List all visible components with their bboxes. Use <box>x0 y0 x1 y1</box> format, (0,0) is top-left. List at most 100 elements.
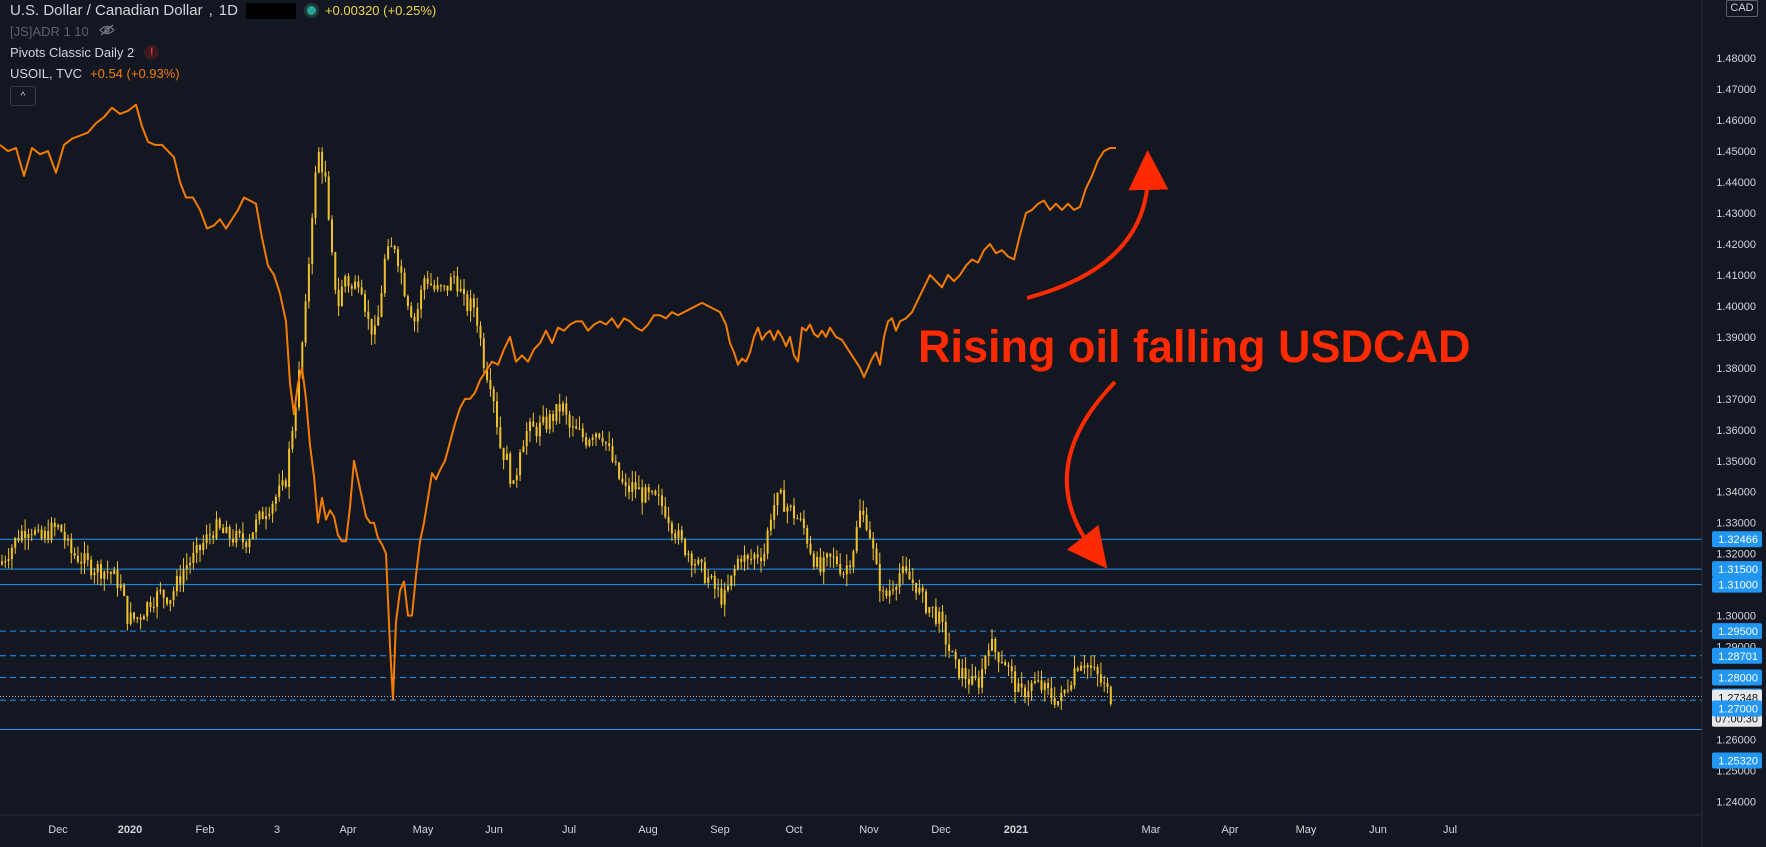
price-badge[interactable] <box>1712 531 1762 548</box>
x-tick-label: Jul <box>562 824 576 836</box>
annotation-arrow-up[interactable] <box>1026 150 1169 300</box>
candle-body <box>562 403 564 412</box>
candle-body <box>1103 682 1106 684</box>
x-tick-label: Mar <box>1142 824 1161 836</box>
candle-body <box>1047 682 1050 689</box>
candle-body <box>1093 667 1096 669</box>
collapse-legend-button[interactable]: ^ <box>10 86 36 106</box>
candle-body <box>271 503 274 514</box>
candle-body <box>208 534 211 536</box>
candle-body <box>532 421 535 427</box>
candle-body <box>1040 680 1043 691</box>
candle-body <box>199 545 201 551</box>
candle-body <box>875 548 878 565</box>
candle-body <box>1 561 3 565</box>
candle-body <box>1053 698 1056 705</box>
candle-body <box>621 478 624 483</box>
candle-body <box>769 519 772 531</box>
warning-icon[interactable]: ! <box>144 45 160 60</box>
currency-badge[interactable]: CAD <box>1726 0 1758 17</box>
candle-body <box>123 585 126 596</box>
usoil-line[interactable] <box>0 103 1116 701</box>
candle-body <box>232 538 234 543</box>
candle-body <box>76 555 79 562</box>
price-badge[interactable] <box>1712 561 1762 578</box>
candle-body <box>654 490 657 495</box>
candle-body <box>1090 665 1092 668</box>
candle-body <box>1060 693 1063 702</box>
candle-body <box>410 306 413 317</box>
candle-body <box>842 573 845 575</box>
candle-body <box>826 553 828 558</box>
candle-body <box>888 590 891 597</box>
candle-body <box>809 543 812 554</box>
candle-body <box>80 561 83 564</box>
candle-body <box>542 416 545 423</box>
candle-body <box>304 301 307 343</box>
candle-body <box>644 487 647 503</box>
candle-body <box>1080 665 1083 671</box>
candle-body <box>598 433 601 438</box>
candle-body <box>73 552 76 556</box>
candle-body <box>430 283 432 285</box>
symbol-title[interactable]: U.S. Dollar / Canadian Dollar <box>10 2 203 19</box>
candle-body <box>862 510 865 515</box>
candle-body <box>116 570 119 588</box>
candle-body <box>928 607 931 613</box>
candle-body <box>47 530 50 541</box>
candle-body <box>390 246 393 248</box>
candle-body <box>545 416 548 430</box>
x-tick-label: May <box>413 824 434 836</box>
candle-body <box>126 595 129 624</box>
candle-body <box>601 437 604 443</box>
candle-body <box>7 559 10 562</box>
price-badge[interactable] <box>1712 647 1762 664</box>
candle-body <box>591 437 594 440</box>
x-tick-label: Dec <box>48 824 68 836</box>
x-tick-label: Apr <box>339 824 356 836</box>
candle-body <box>403 272 406 297</box>
candle-body <box>987 650 990 656</box>
candle-body <box>406 296 409 307</box>
candle-body <box>228 526 231 539</box>
overlay-row[interactable]: USOIL, TVC +0.54 (+0.93%) <box>10 63 436 84</box>
candle-body <box>720 588 723 605</box>
candle-body <box>331 219 333 253</box>
y-tick-label: 1.43000 <box>1716 208 1756 220</box>
price-badge[interactable] <box>1712 752 1762 769</box>
candle-body <box>185 565 188 570</box>
candle-body <box>789 505 792 508</box>
candle-body <box>868 529 871 539</box>
candle-body <box>628 485 630 493</box>
adr-indicator-row[interactable]: [JS]ADR 1 10 <box>10 21 436 42</box>
candle-body <box>281 480 284 486</box>
candle-body <box>482 338 485 369</box>
annotation-text[interactable]: Rising oil falling USDCAD <box>918 321 1471 372</box>
x-tick-label: Apr <box>1221 824 1238 836</box>
candle-body <box>453 276 456 278</box>
candle-body <box>892 589 894 591</box>
y-tick-label: 1.40000 <box>1716 301 1756 313</box>
pivots-indicator-row[interactable]: Pivots Classic Daily 2 ! <box>10 42 436 63</box>
candle-body <box>535 426 538 437</box>
candle-body <box>1076 668 1079 671</box>
candle-body <box>585 437 588 446</box>
price-badge[interactable] <box>1712 700 1762 717</box>
candle-body <box>416 309 419 322</box>
y-tick-label: 1.38000 <box>1716 363 1756 375</box>
candle-body <box>1000 662 1003 664</box>
candle-body <box>819 556 822 573</box>
candle-body <box>710 576 713 578</box>
candle-body <box>291 430 294 449</box>
candle-body <box>189 562 192 566</box>
candle-body <box>251 532 254 539</box>
candle-body <box>37 529 40 531</box>
price-badge[interactable] <box>1712 576 1762 593</box>
annotation-arrow-down[interactable] <box>1065 380 1117 569</box>
price-badge[interactable] <box>1712 623 1762 640</box>
interval-label[interactable]: 1D <box>218 2 238 19</box>
price-badge[interactable] <box>1712 669 1762 686</box>
candle-body <box>469 298 472 311</box>
hidden-eye-icon[interactable] <box>98 24 115 39</box>
